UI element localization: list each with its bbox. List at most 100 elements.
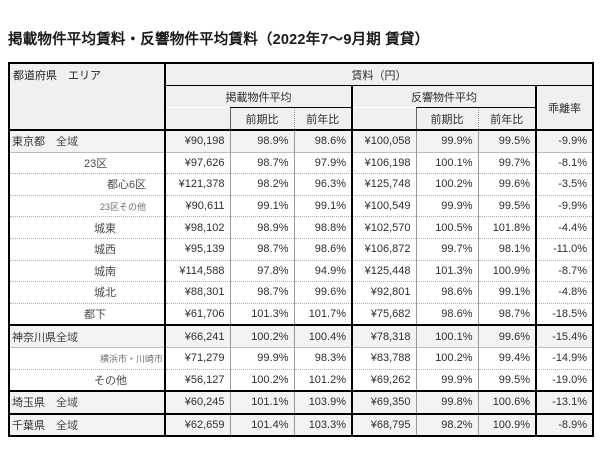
- table-header: 都道府県 エリア 賃料（円） 掲載物件平均 反響物件平均 乖離率 前期比 前年比…: [9, 63, 594, 130]
- listed-average-cell: ¥121,378: [165, 173, 230, 196]
- area-cell: 23区: [9, 151, 166, 174]
- response-average-cell: ¥68,795: [351, 412, 416, 437]
- divergence-rate-cell: -8.9%: [534, 412, 594, 437]
- area-label: その他: [94, 374, 127, 387]
- response-average-cell: ¥69,350: [351, 390, 416, 414]
- table-row: 都心6区 ¥121,378 98.2% 96.3% ¥125,748 100.2…: [9, 173, 594, 196]
- header-listed-average: 掲載物件平均: [165, 85, 352, 108]
- response-prev-period-cell: 100.1%: [415, 324, 478, 348]
- divergence-rate-cell: -14.9%: [534, 346, 594, 370]
- response-prev-period-cell: 98.6%: [415, 281, 478, 304]
- table-row: 23区 ¥97,626 98.7% 97.9% ¥106,198 100.1% …: [9, 151, 594, 174]
- listed-prev-period-cell: 101.3%: [229, 302, 294, 326]
- response-prev-year-cell: 99.6%: [477, 173, 536, 196]
- header-response-average: 反響物件平均: [351, 85, 536, 108]
- table-row: 都下 ¥61,706 101.3% 101.7% ¥75,682 98.6% 9…: [9, 302, 594, 326]
- header-response-prev-year: 前年比: [477, 107, 536, 130]
- response-prev-period-cell: 99.8%: [415, 390, 478, 414]
- header-listed-avg-spacer: [165, 107, 230, 130]
- listed-prev-year-cell: 96.3%: [293, 173, 352, 196]
- listed-average-cell: ¥90,198: [165, 130, 230, 153]
- table-row: 城北 ¥88,301 98.7% 99.6% ¥92,801 98.6% 99.…: [9, 281, 594, 304]
- response-prev-period-cell: 100.5%: [415, 216, 478, 239]
- area-cell: 東京都 全域: [9, 130, 166, 153]
- divergence-rate-cell: -18.5%: [534, 302, 594, 326]
- prefecture-label: 神奈川県: [12, 331, 56, 344]
- area-cell: 23区その他: [9, 194, 166, 217]
- divergence-rate-cell: -19.0%: [534, 368, 594, 392]
- response-prev-year-cell: 99.4%: [477, 346, 536, 370]
- header-listed-prev-year: 前年比: [293, 107, 352, 130]
- listed-prev-year-cell: 101.7%: [293, 302, 352, 326]
- divergence-rate-cell: -15.4%: [534, 324, 594, 348]
- prefecture-label: 東京都: [12, 136, 45, 149]
- listed-prev-year-cell: 100.4%: [293, 324, 352, 348]
- listed-average-cell: ¥66,241: [165, 324, 230, 348]
- listed-prev-period-cell: 98.2%: [229, 173, 294, 196]
- response-prev-year-cell: 98.1%: [477, 237, 536, 261]
- area-label: 城東: [94, 222, 116, 235]
- response-prev-year-cell: 99.5%: [477, 368, 536, 392]
- response-average-cell: ¥106,872: [351, 237, 416, 261]
- listed-average-cell: ¥95,139: [165, 237, 230, 261]
- response-prev-period-cell: 98.2%: [415, 412, 478, 437]
- page-title: 掲載物件平均賃料・反響物件平均賃料（2022年7～9月期 賃貸）: [8, 32, 430, 48]
- response-average-cell: ¥75,682: [351, 302, 416, 326]
- response-prev-period-cell: 101.3%: [415, 259, 478, 282]
- listed-prev-year-cell: 94.9%: [293, 259, 352, 282]
- listed-prev-period-cell: 101.4%: [229, 412, 294, 437]
- divergence-rate-cell: -13.1%: [534, 390, 594, 414]
- listed-average-cell: ¥97,626: [165, 151, 230, 174]
- area-label: 都心6区: [107, 179, 147, 192]
- table-row: 千葉県 全域 ¥62,659 101.4% 103.3% ¥68,795 98.2…: [9, 412, 594, 437]
- table-row: 城南 ¥114,588 97.8% 94.9% ¥125,448 101.3% …: [9, 259, 594, 282]
- response-prev-year-cell: 100.9%: [477, 412, 536, 437]
- response-average-cell: ¥125,748: [351, 173, 416, 196]
- listed-prev-year-cell: 98.6%: [293, 237, 352, 261]
- response-prev-year-cell: 99.5%: [477, 130, 536, 153]
- listed-prev-period-cell: 97.8%: [229, 259, 294, 282]
- response-average-cell: ¥100,058: [351, 130, 416, 153]
- listed-prev-year-cell: 103.3%: [293, 412, 352, 437]
- listed-average-cell: ¥60,245: [165, 390, 230, 414]
- area-label: 23区: [84, 157, 108, 170]
- area-label: 23区その他: [100, 201, 147, 212]
- response-prev-period-cell: 99.9%: [415, 194, 478, 217]
- response-average-cell: ¥106,198: [351, 151, 416, 174]
- listed-prev-period-cell: 98.9%: [229, 216, 294, 239]
- response-prev-period-cell: 99.9%: [415, 130, 478, 153]
- listed-average-cell: ¥71,279: [165, 346, 230, 370]
- area-label: 都下: [84, 309, 106, 322]
- area-label: 全域: [56, 397, 78, 410]
- listed-prev-period-cell: 100.2%: [229, 368, 294, 392]
- response-prev-year-cell: 99.1%: [477, 281, 536, 304]
- response-average-cell: ¥102,570: [351, 216, 416, 239]
- divergence-rate-cell: -11.0%: [534, 237, 594, 261]
- listed-prev-year-cell: 97.9%: [293, 151, 352, 174]
- response-prev-year-cell: 98.7%: [477, 302, 536, 326]
- listed-average-cell: ¥56,127: [165, 368, 230, 392]
- divergence-rate-cell: -4.4%: [534, 216, 594, 239]
- listed-average-cell: ¥61,706: [165, 302, 230, 326]
- area-label: 城北: [94, 287, 116, 300]
- area-label: 城南: [94, 265, 116, 278]
- area-cell: 都心6区: [9, 173, 166, 196]
- area-cell: 横浜市・川崎市: [9, 346, 166, 370]
- table-row: 23区その他 ¥90,611 99.1% 99.1% ¥100,549 99.9…: [9, 194, 594, 217]
- header-divergence-rate: 乖離率: [534, 85, 594, 130]
- listed-prev-period-cell: 98.7%: [229, 237, 294, 261]
- divergence-rate-cell: -9.9%: [534, 130, 594, 153]
- response-prev-period-cell: 99.9%: [415, 368, 478, 392]
- table-row: 城東 ¥98,102 98.9% 98.8% ¥102,570 100.5% 1…: [9, 216, 594, 239]
- listed-prev-period-cell: 100.2%: [229, 324, 294, 348]
- listed-prev-year-cell: 103.9%: [293, 390, 352, 414]
- rent-table: 都道府県 エリア 賃料（円） 掲載物件平均 反響物件平均 乖離率 前期比 前年比…: [8, 62, 595, 438]
- header-prefecture-area: 都道府県 エリア: [9, 63, 166, 130]
- table-row: 横浜市・川崎市 ¥71,279 99.9% 98.3% ¥83,788 100.…: [9, 346, 594, 370]
- area-label: 全域: [56, 331, 78, 344]
- divergence-rate-cell: -4.8%: [534, 281, 594, 304]
- divergence-rate-cell: -8.7%: [534, 259, 594, 282]
- table-row: 埼玉県 全域 ¥60,245 101.1% 103.9% ¥69,350 99.8…: [9, 390, 594, 414]
- response-average-cell: ¥69,262: [351, 368, 416, 392]
- divergence-rate-cell: -3.5%: [534, 173, 594, 196]
